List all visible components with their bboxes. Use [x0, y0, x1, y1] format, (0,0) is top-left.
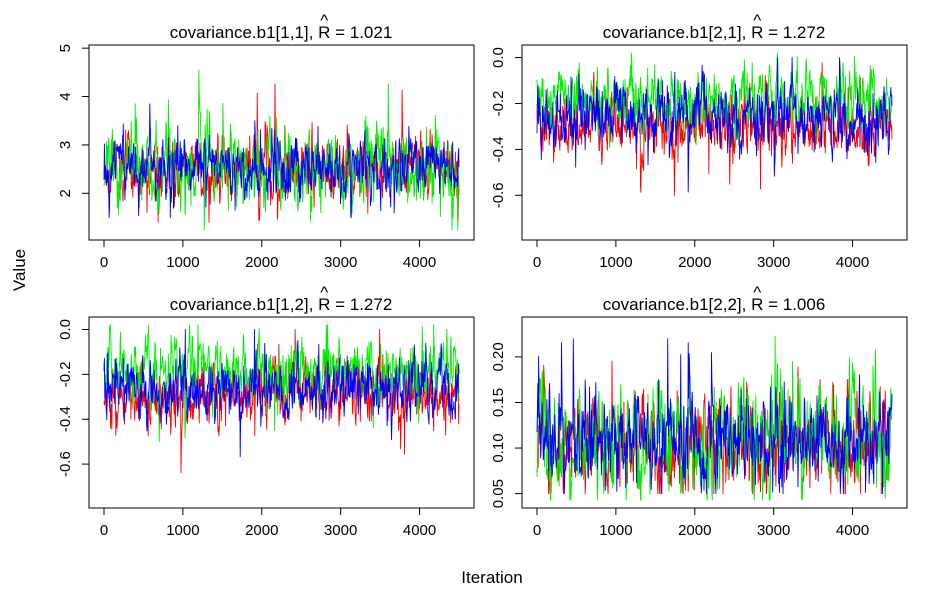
- panel-2-title-hat: ^: [753, 11, 761, 30]
- panel-1-y-axis: 2 3 4 5: [57, 44, 90, 197]
- y-axis-label: Value: [10, 249, 29, 291]
- panel-1-y-tick-label-1: 3: [57, 141, 74, 149]
- panel-4-series-1-trace: [536, 360, 893, 495]
- panel-3-y-axis: 0.0 -0.2 -0.4 -0.6: [57, 319, 90, 477]
- panel-3-x-tick-label-2: 2000: [245, 522, 278, 539]
- panel-2: covariance.b1[2,1], R = 1.272 ^ 0 1000 200…: [490, 11, 908, 271]
- panel-4-y-tick-label-1: 0.10: [490, 433, 507, 462]
- panel-1-y-tick-label-3: 5: [57, 44, 74, 52]
- panel-2-y-axis: 0.0 -0.2 -0.4 -0.6: [490, 47, 523, 208]
- panel-4-x-axis: 0 1000 2000 3000 4000: [533, 507, 869, 539]
- panel-3-y-tick-label-1: -0.2: [57, 361, 74, 387]
- panel-3-y-tick-label-3: -0.6: [57, 451, 74, 477]
- panel-2-x-tick-label-0: 0: [533, 254, 541, 271]
- panel-1-title-hat: ^: [320, 11, 328, 30]
- panel-4-x-tick-label-4: 4000: [836, 522, 869, 539]
- panel-4-y-tick-label-3: 0.20: [490, 342, 507, 371]
- panel-2-x-tick-label-2: 2000: [678, 254, 711, 271]
- panel-4-x-tick-label-1: 1000: [599, 522, 632, 539]
- panel-2-y-tick-label-1: -0.2: [490, 91, 507, 117]
- panel-4-y-axis: 0.05 0.10 0.15 0.20: [490, 342, 523, 508]
- panel-3-y-tick-label-2: -0.4: [57, 406, 74, 432]
- panel-2-series-layer: [536, 52, 893, 197]
- panel-4-series-3-trace: [536, 338, 893, 495]
- panel-1-x-tick-label-1: 1000: [166, 254, 199, 271]
- panel-1: covariance.b1[1,1], R = 1.021 ^ 0 1000 200…: [57, 11, 475, 271]
- panel-2-y-tick-label-3: -0.6: [490, 182, 507, 208]
- panel-1-series-3-trace: [103, 103, 460, 218]
- panel-1-x-tick-label-3: 3000: [324, 254, 357, 271]
- panel-1-y-tick-label-0: 2: [57, 189, 74, 197]
- panel-3-title: covariance.b1[1,2], R = 1.272: [170, 295, 393, 314]
- panel-4-y-tick-label-0: 0.05: [490, 479, 507, 508]
- panel-4-x-tick-label-0: 0: [533, 522, 541, 539]
- panel-3-series-layer: [103, 324, 460, 474]
- panel-1-x-tick-label-0: 0: [100, 254, 108, 271]
- panel-3-x-tick-label-3: 3000: [324, 522, 357, 539]
- panel-3-series-3-trace: [103, 329, 460, 458]
- panel-2-series-3-trace: [536, 57, 893, 193]
- panel-4-x-tick-label-3: 3000: [757, 522, 790, 539]
- panel-4-series-layer: [536, 335, 893, 501]
- panel-3-x-tick-label-1: 1000: [166, 522, 199, 539]
- panel-1-y-tick-label-2: 4: [57, 92, 74, 100]
- panel-1-series-layer: [103, 69, 460, 231]
- panel-1-x-tick-label-2: 2000: [245, 254, 278, 271]
- panel-3-x-axis: 0 1000 2000 3000 4000: [100, 507, 436, 539]
- panel-2-x-tick-label-3: 3000: [757, 254, 790, 271]
- panel-3-x-tick-label-4: 4000: [403, 522, 436, 539]
- panel-4-title-hat: ^: [753, 283, 761, 302]
- panel-3: covariance.b1[1,2], R = 1.272 ^ 0 1000 200…: [57, 283, 475, 539]
- panel-3-title-hat: ^: [320, 283, 328, 302]
- panel-4-x-tick-label-2: 2000: [678, 522, 711, 539]
- panel-2-x-tick-label-1: 1000: [599, 254, 632, 271]
- panel-4-title: covariance.b1[2,2], R = 1.006: [603, 295, 826, 314]
- panel-1-x-axis: 0 1000 2000 3000 4000: [100, 239, 436, 271]
- panel-3-y-tick-label-0: 0.0: [57, 319, 74, 340]
- panel-2-y-tick-label-0: 0.0: [490, 47, 507, 68]
- x-axis-label: Iteration: [461, 568, 522, 587]
- panel-2-x-tick-label-4: 4000: [836, 254, 869, 271]
- panel-1-x-tick-label-4: 4000: [403, 254, 436, 271]
- panel-3-x-tick-label-0: 0: [100, 522, 108, 539]
- panel-4: covariance.b1[2,2], R = 1.006 ^ 0 1000 200…: [490, 283, 908, 539]
- panel-2-x-axis: 0 1000 2000 3000 4000: [533, 239, 869, 271]
- panel-2-title: covariance.b1[2,1], R = 1.272: [603, 23, 826, 42]
- panel-2-y-tick-label-2: -0.4: [490, 136, 507, 162]
- panel-1-title: covariance.b1[1,1], R = 1.021: [170, 23, 393, 42]
- panel-4-y-tick-label-2: 0.15: [490, 388, 507, 417]
